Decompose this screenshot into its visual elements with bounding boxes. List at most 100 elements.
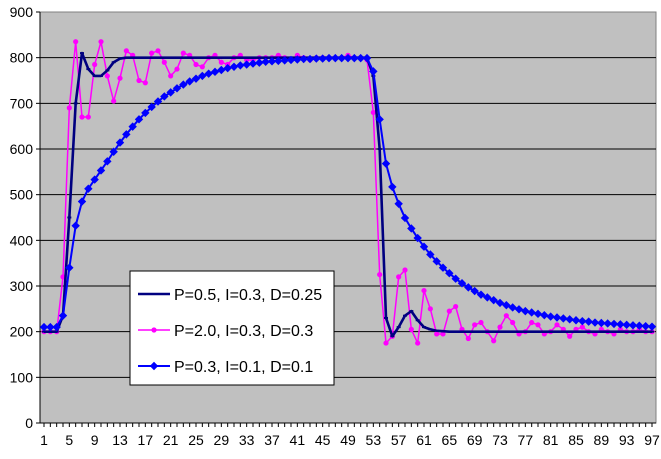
data-point <box>451 274 460 283</box>
legend-entry: P=2.0, I=0.3, D=0.3 <box>138 323 313 340</box>
data-point <box>362 53 372 63</box>
data-point <box>445 269 454 278</box>
legend-label: P=2.0, I=0.3, D=0.3 <box>174 323 313 340</box>
y-tick-label: 100 <box>10 369 34 385</box>
data-point <box>39 322 49 332</box>
data-point <box>147 102 156 112</box>
series-group <box>39 39 657 346</box>
data-point <box>369 67 378 76</box>
data-point <box>457 279 467 288</box>
data-point <box>622 320 631 330</box>
data-point <box>375 115 384 124</box>
data-point <box>647 322 657 331</box>
data-point <box>180 50 186 56</box>
data-point <box>584 317 593 326</box>
data-point <box>52 322 61 332</box>
data-point <box>166 88 175 97</box>
x-tick-label: 89 <box>594 432 610 448</box>
x-tick-label: 13 <box>112 432 128 448</box>
legend-marker <box>149 361 159 371</box>
y-tick-label: 200 <box>10 324 34 340</box>
legend-label: P=0.5, I=0.3, D=0.25 <box>174 287 322 304</box>
data-point <box>193 61 199 68</box>
data-point <box>198 71 207 81</box>
data-point <box>103 157 112 166</box>
data-point <box>337 53 346 63</box>
x-tick-label: 81 <box>543 432 559 448</box>
data-point <box>77 197 87 206</box>
data-point <box>122 130 131 139</box>
data-point <box>421 287 427 294</box>
data-point <box>104 73 110 79</box>
x-tick-label: 33 <box>239 432 255 448</box>
data-point <box>92 61 98 68</box>
data-point <box>590 318 600 327</box>
data-point <box>408 326 414 332</box>
data-point <box>503 313 509 319</box>
data-point <box>242 60 251 69</box>
data-point <box>603 319 612 328</box>
data-point <box>635 321 644 330</box>
data-point <box>356 53 365 63</box>
x-tick-label: 29 <box>214 432 230 448</box>
data-point <box>464 283 473 292</box>
legend: P=0.5, I=0.3, D=0.25 P=2.0, I=0.3, D=0.3 P… <box>129 270 335 386</box>
data-point <box>65 263 74 272</box>
data-point <box>470 286 479 296</box>
data-point <box>280 56 289 65</box>
data-point <box>142 80 148 86</box>
data-point <box>223 63 232 73</box>
data-point <box>85 114 91 120</box>
data-point <box>415 340 421 346</box>
data-point <box>434 331 440 337</box>
data-point <box>141 108 150 118</box>
data-point <box>446 308 452 314</box>
data-point <box>388 182 397 192</box>
legend-label: P=0.3, I=0.1, D=0.1 <box>174 359 313 376</box>
data-point <box>565 315 574 324</box>
y-tick-label: 300 <box>10 278 34 294</box>
data-point <box>465 335 471 342</box>
data-point <box>153 97 163 106</box>
data-point <box>160 92 169 101</box>
data-point <box>90 175 99 184</box>
data-point <box>204 69 213 78</box>
x-tick-label: 25 <box>188 432 204 448</box>
y-tick-label: 800 <box>10 50 34 66</box>
data-point <box>402 267 408 273</box>
data-point <box>400 213 410 223</box>
x-tick-label: 93 <box>619 432 635 448</box>
data-point <box>628 321 638 330</box>
data-point <box>609 319 619 329</box>
data-point <box>597 318 606 328</box>
data-point <box>217 65 226 75</box>
data-point <box>210 67 220 77</box>
y-tick-label: 900 <box>10 4 34 20</box>
data-point <box>413 233 422 243</box>
data-point <box>305 54 315 64</box>
data-point <box>559 314 568 323</box>
x-tick-label: 77 <box>518 432 534 448</box>
x-tick-label: 49 <box>340 432 356 448</box>
legend-entry: P=0.3, I=0.1, D=0.1 <box>138 359 313 376</box>
data-point <box>136 77 142 84</box>
data-point <box>502 300 511 310</box>
x-tick-label: 61 <box>416 432 432 448</box>
data-point <box>350 53 359 63</box>
data-point <box>377 271 383 278</box>
y-tick-label: 700 <box>10 95 34 111</box>
data-point <box>527 308 536 317</box>
data-point <box>261 57 270 66</box>
data-point <box>495 298 505 308</box>
data-point <box>427 306 433 312</box>
data-point <box>472 322 478 328</box>
data-point <box>535 322 541 328</box>
x-tick-label: 57 <box>391 432 407 448</box>
data-point <box>149 50 155 56</box>
data-point <box>521 306 530 316</box>
x-tick-label: 53 <box>366 432 382 448</box>
data-point <box>66 105 72 111</box>
data-point <box>438 263 448 272</box>
